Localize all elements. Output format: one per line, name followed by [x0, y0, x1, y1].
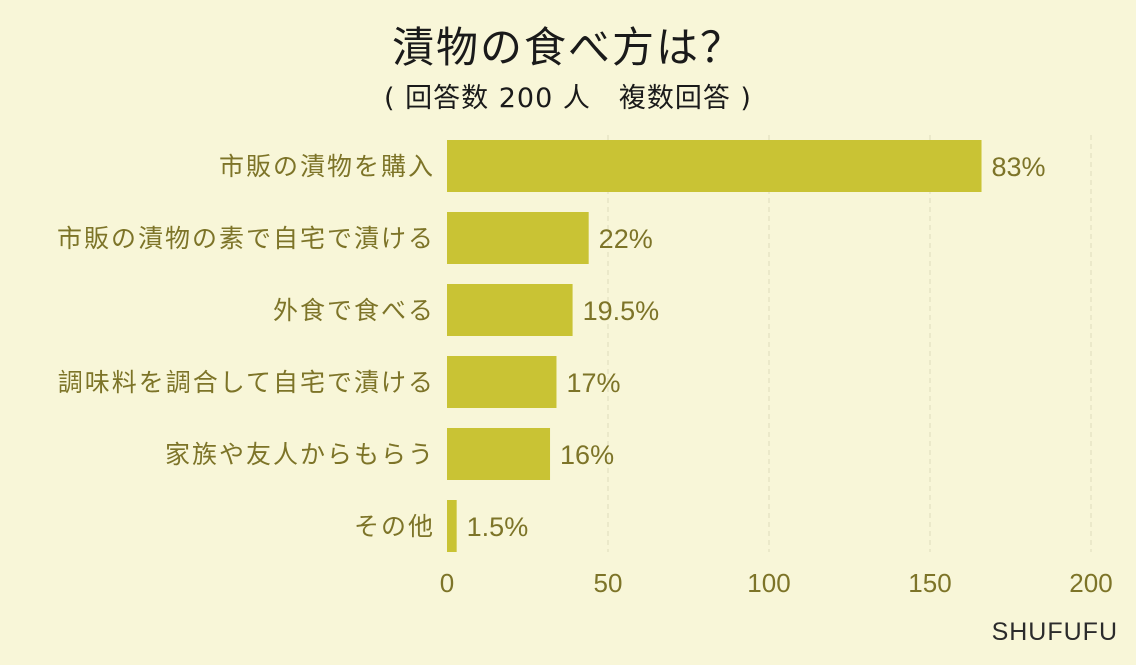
bar — [447, 356, 557, 408]
bar — [447, 284, 573, 336]
x-tick-label: 100 — [747, 568, 790, 598]
x-tick-label: 50 — [594, 568, 623, 598]
category-label: その他 — [354, 512, 435, 541]
x-tick-label: 200 — [1069, 568, 1112, 598]
data-label: 16% — [560, 440, 614, 470]
data-label: 22% — [599, 224, 653, 254]
data-label: 83% — [992, 152, 1046, 182]
category-label: 市販の漬物の素で自宅で漬ける — [57, 224, 435, 253]
bar — [447, 428, 551, 480]
data-label: 17% — [566, 368, 620, 398]
data-label: 19.5% — [583, 296, 660, 326]
bar — [447, 140, 982, 192]
chart-title: 漬物の食べ方は？ — [391, 23, 744, 72]
category-label: 調味料を調合して自宅で漬ける — [58, 368, 435, 397]
chart-subtitle: ( 回答数 200 人 複数回答 ) — [384, 83, 752, 114]
x-tick-label: 150 — [908, 568, 951, 598]
bar — [447, 212, 589, 264]
category-label: 外食で食べる — [273, 296, 435, 325]
x-tick-label: 0 — [440, 568, 454, 598]
data-label: 1.5% — [467, 512, 529, 542]
category-label: 市販の漬物を購入 — [219, 152, 435, 181]
bar — [447, 500, 457, 552]
category-label: 家族や友人からもらう — [165, 440, 435, 469]
source-credit: SHUFUFU — [991, 618, 1118, 646]
